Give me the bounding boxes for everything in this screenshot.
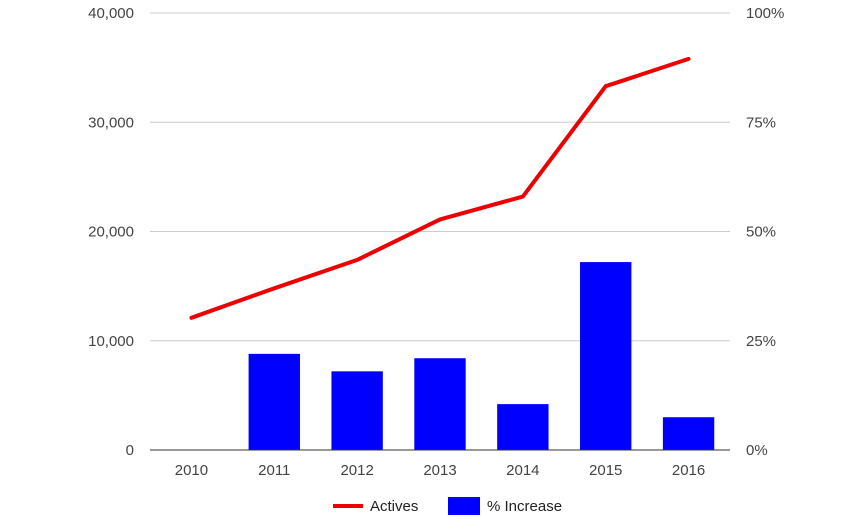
- x-tick-label: 2015: [589, 462, 622, 479]
- bar: [248, 353, 300, 450]
- y-right-tick-label: 0%: [746, 442, 768, 459]
- legend-label-actives: Actives: [370, 498, 418, 515]
- y-left-tick-label: 10,000: [88, 333, 134, 350]
- x-tick-label: 2011: [258, 462, 290, 479]
- x-tick-label: 2016: [672, 462, 705, 479]
- x-tick-label: 2010: [175, 462, 208, 479]
- x-tick-label: 2013: [423, 462, 456, 479]
- legend: Actives % Increase: [333, 497, 562, 515]
- y-left-tick-label: 0: [126, 442, 134, 459]
- y-left-tick-label: 30,000: [88, 114, 134, 131]
- bar: [580, 262, 632, 450]
- gridlines: [150, 12, 730, 342]
- legend-item-percent-increase: % Increase: [448, 497, 562, 515]
- y-right-tick-label: 75%: [746, 114, 776, 131]
- bar-series-percent-increase: [248, 262, 715, 450]
- legend-label-percent-increase: % Increase: [487, 498, 562, 515]
- x-tick-label: 2014: [506, 462, 539, 479]
- y-right-tick-label: 50%: [746, 224, 776, 241]
- bar: [414, 358, 466, 450]
- bar: [497, 404, 549, 450]
- bar: [331, 371, 383, 450]
- bar: [662, 417, 715, 450]
- legend-item-actives: Actives: [333, 498, 418, 515]
- line-series-actives: [189, 56, 691, 320]
- y-left-tick-label: 40,000: [88, 5, 134, 22]
- axes: 0 10,000 20,000 30,000 40,000 0% 25% 50% 75% 100%…: [88, 5, 784, 479]
- y-right-tick-label: 25%: [746, 333, 776, 350]
- y-right-tick-label: 100%: [746, 5, 784, 22]
- x-tick-label: 2012: [340, 462, 373, 479]
- legend-swatch-percent-increase: [448, 497, 480, 515]
- y-left-tick-label: 20,000: [88, 224, 134, 241]
